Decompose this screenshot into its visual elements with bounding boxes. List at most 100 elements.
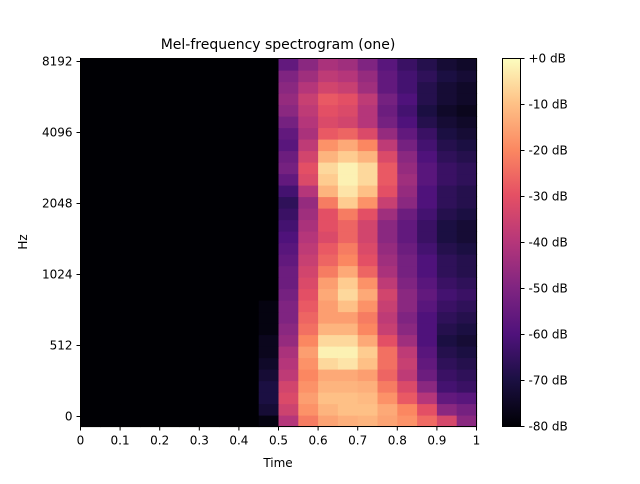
heatmap-cell [436,231,458,244]
heatmap-cell [436,369,458,382]
x-tick-label: 0.6 [309,434,328,448]
heatmap-cell [159,277,181,290]
heatmap-cell [397,196,418,209]
heatmap-cell [357,162,379,175]
heatmap-cell [100,254,121,267]
x-axis-label: Time [262,456,292,470]
heatmap-cell [318,139,339,152]
heatmap-cell [318,58,339,71]
heatmap-cell [120,288,141,301]
heatmap-cell [238,116,260,129]
heatmap-cell [100,334,121,347]
heatmap-cell [159,403,181,416]
heatmap-cell [199,300,220,313]
heatmap-cell [120,277,141,290]
heatmap-cell [80,231,101,244]
heatmap-cell [456,369,478,382]
heatmap-cell [199,415,220,428]
heatmap-cell [139,392,161,405]
heatmap-cell [238,323,260,336]
heatmap-cell [377,288,398,301]
heatmap-cell [337,254,359,267]
heatmap-cell [456,127,478,140]
heatmap-cell [417,300,438,313]
heatmap-cell [199,219,220,232]
heatmap-cell [397,403,418,416]
heatmap-cell [417,162,438,175]
heatmap-cell [278,173,299,186]
heatmap-cell [238,93,260,106]
heatmap-cell [357,323,379,336]
heatmap-cell [120,173,141,186]
heatmap-cell [456,208,478,221]
x-tick-label: 0 [77,434,85,448]
heatmap-cell [179,219,200,232]
heatmap-cell [357,288,379,301]
heatmap-cell [258,415,280,428]
heatmap-cell [100,415,121,428]
heatmap-cell [199,58,220,71]
heatmap-cell [179,300,200,313]
heatmap-cell [258,162,280,175]
heatmap-cell [357,346,379,359]
heatmap-cell [238,415,260,428]
heatmap-cell [278,357,299,370]
heatmap-cell [278,369,299,382]
y-tick-label: 4096 [42,126,73,140]
heatmap-cell [179,70,200,83]
heatmap-cell [238,219,260,232]
heatmap-cell [80,346,101,359]
heatmap-cell [456,196,478,209]
heatmap-cell [298,300,319,313]
heatmap-cell [318,231,339,244]
heatmap-cell [436,415,458,428]
heatmap-cell [238,346,260,359]
colorbar-tick-label: +0 dB [529,52,566,66]
heatmap-cell [139,173,161,186]
heatmap-cell [456,231,478,244]
heatmap-cell [159,311,181,324]
heatmap-cell [199,127,220,140]
heatmap-cell [159,369,181,382]
heatmap-cell [80,323,101,336]
heatmap-cell [120,311,141,324]
heatmap-cell [120,185,141,198]
heatmap-cell [417,323,438,336]
heatmap-cell [219,357,240,370]
heatmap-cell [179,150,200,163]
heatmap-cell [80,369,101,382]
heatmap-cell [357,254,379,267]
colorbar-tick-label: -20 dB [529,144,568,158]
heatmap-cell [159,265,181,278]
heatmap-cell [278,162,299,175]
heatmap-cell [120,116,141,129]
heatmap-cell [120,357,141,370]
heatmap-cell [417,265,438,278]
heatmap-cell [139,357,161,370]
heatmap-cell [120,70,141,83]
heatmap-cell [298,219,319,232]
heatmap-cell [179,185,200,198]
heatmap-cell [436,403,458,416]
heatmap-cell [397,300,418,313]
heatmap-cell [337,392,359,405]
heatmap-cell [456,219,478,232]
x-tick-label: 0.1 [111,434,130,448]
heatmap-cell [100,288,121,301]
heatmap-cell [278,380,299,393]
heatmap-cell [80,162,101,175]
heatmap-cell [397,231,418,244]
heatmap-cell [120,415,141,428]
heatmap-cell [199,357,220,370]
x-tick-label: 0.7 [348,434,367,448]
heatmap-cell [278,265,299,278]
heatmap-cell [100,93,121,106]
heatmap-cell [456,288,478,301]
heatmap-cell [120,380,141,393]
heatmap-cell [318,196,339,209]
heatmap-cell [199,185,220,198]
heatmap-cell [436,127,458,140]
heatmap-cell [318,346,339,359]
heatmap-cell [357,81,379,94]
heatmap-cell [417,104,438,117]
